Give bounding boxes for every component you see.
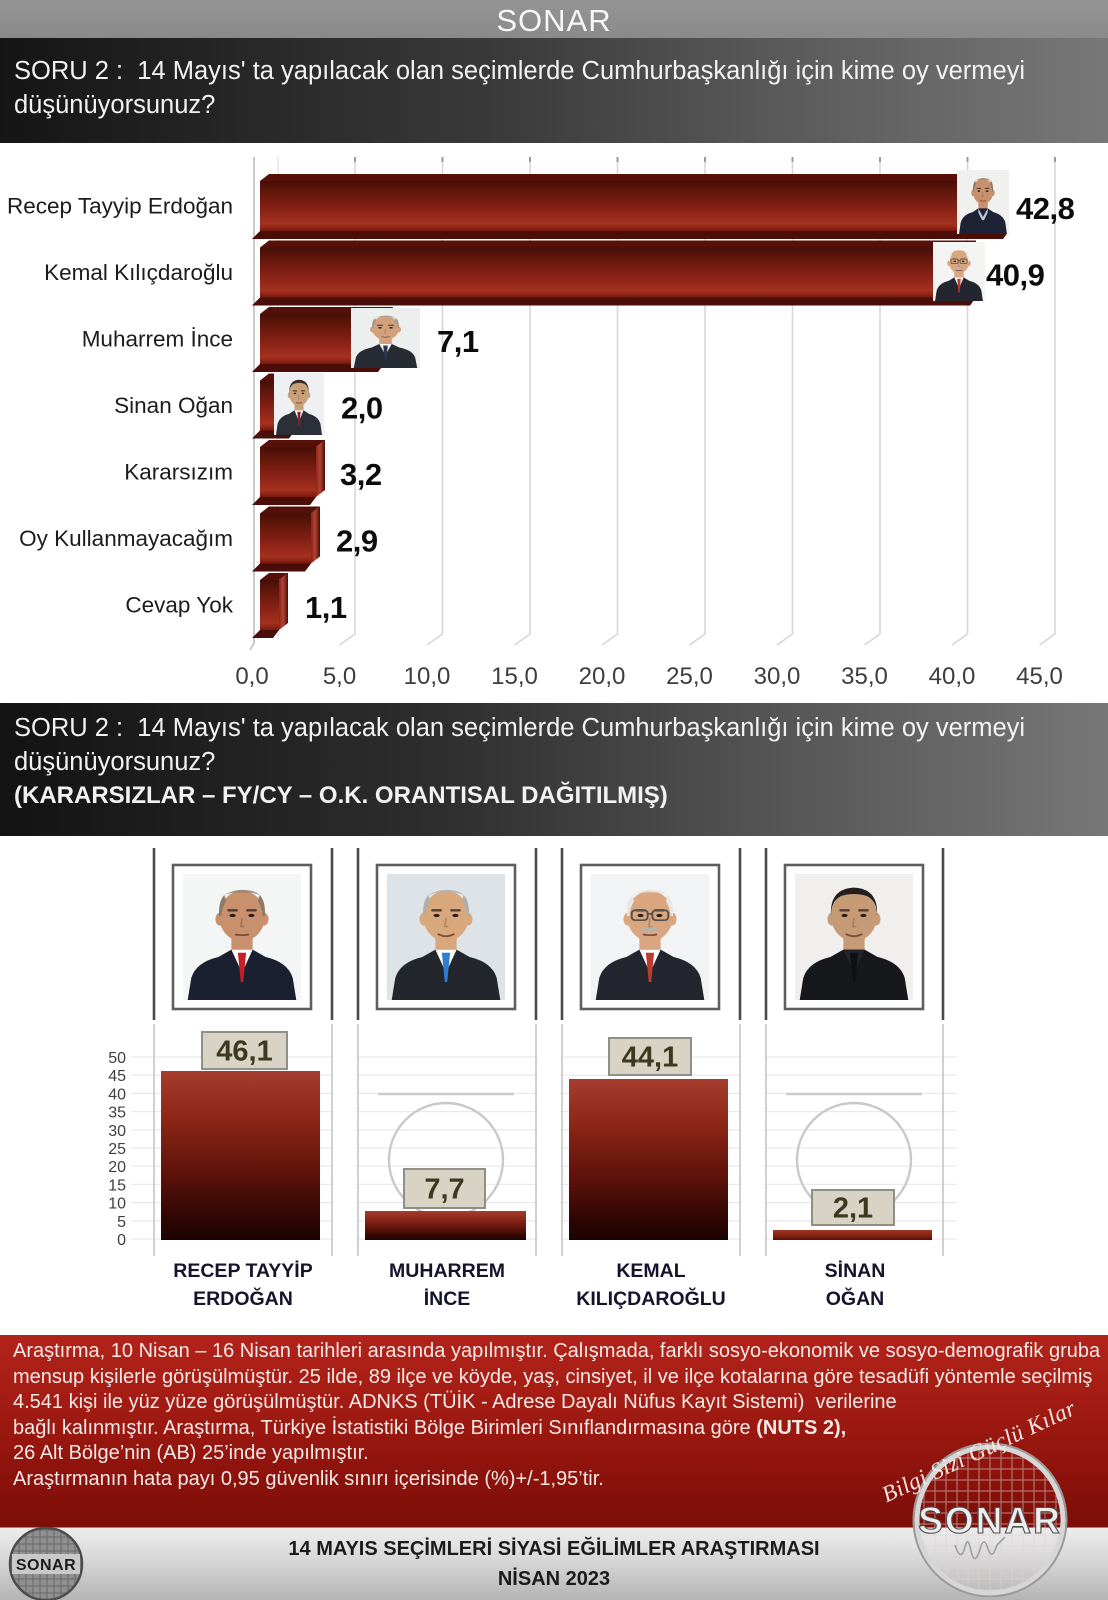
svg-text:2,1: 2,1 — [833, 1193, 873, 1225]
svg-text:10,0: 10,0 — [404, 663, 451, 690]
svg-text:Sinan Oğan: Sinan Oğan — [114, 393, 233, 418]
svg-text:50: 50 — [108, 1050, 126, 1067]
svg-text:Oy Kullanmayacağım: Oy Kullanmayacağım — [19, 526, 233, 551]
svg-text:ERDOĞAN: ERDOĞAN — [193, 1287, 293, 1310]
svg-text:SİNAN: SİNAN — [825, 1259, 886, 1282]
svg-text:0,0: 0,0 — [235, 663, 268, 690]
svg-text:3,2: 3,2 — [340, 457, 382, 492]
svg-text:İNCE: İNCE — [424, 1287, 471, 1310]
svg-text:Muharrem İnce: Muharrem İnce — [82, 327, 233, 352]
svg-text:44,1: 44,1 — [622, 1042, 678, 1074]
svg-text:15: 15 — [108, 1177, 126, 1194]
svg-text:SONAR: SONAR — [16, 1557, 76, 1574]
svg-text:2,0: 2,0 — [341, 391, 383, 426]
svg-text:1,1: 1,1 — [305, 590, 347, 625]
svg-text:Kararsızım: Kararsızım — [124, 460, 233, 485]
svg-text:45,0: 45,0 — [1016, 663, 1063, 690]
svg-text:5,0: 5,0 — [323, 663, 356, 690]
svg-text:7,1: 7,1 — [437, 324, 479, 359]
svg-text:5: 5 — [117, 1214, 126, 1231]
svg-text:45: 45 — [108, 1068, 126, 1085]
svg-text:Kemal Kılıçdaroğlu: Kemal Kılıçdaroğlu — [44, 260, 233, 285]
svg-text:42,8: 42,8 — [1016, 191, 1075, 226]
svg-text:10: 10 — [108, 1196, 126, 1213]
svg-text:20: 20 — [108, 1159, 126, 1176]
svg-text:OĞAN: OĞAN — [826, 1287, 885, 1310]
svg-text:7,7: 7,7 — [424, 1174, 464, 1206]
svg-text:0: 0 — [117, 1232, 126, 1249]
svg-text:46,1: 46,1 — [216, 1036, 272, 1068]
svg-text:Recep Tayyip Erdoğan: Recep Tayyip Erdoğan — [7, 194, 233, 219]
svg-text:30: 30 — [108, 1123, 126, 1140]
svg-text:40: 40 — [108, 1086, 126, 1103]
svg-text:KEMAL: KEMAL — [616, 1260, 685, 1282]
svg-text:25,0: 25,0 — [666, 663, 713, 690]
svg-text:40,0: 40,0 — [929, 663, 976, 690]
svg-text:MUHARREM: MUHARREM — [389, 1260, 505, 1282]
svg-text:30,0: 30,0 — [754, 663, 801, 690]
svg-text:RECEP TAYYİP: RECEP TAYYİP — [173, 1259, 312, 1282]
svg-text:40,9: 40,9 — [986, 258, 1045, 293]
svg-text:Cevap Yok: Cevap Yok — [125, 593, 233, 618]
svg-text:25: 25 — [108, 1141, 126, 1158]
svg-text:2,9: 2,9 — [336, 524, 378, 559]
svg-text:KILIÇDAROĞLU: KILIÇDAROĞLU — [576, 1287, 726, 1310]
svg-text:15,0: 15,0 — [491, 663, 538, 690]
svg-text:20,0: 20,0 — [579, 663, 626, 690]
svg-text:SONAR: SONAR — [918, 1500, 1062, 1541]
svg-text:35: 35 — [108, 1105, 126, 1122]
svg-text:35,0: 35,0 — [841, 663, 888, 690]
